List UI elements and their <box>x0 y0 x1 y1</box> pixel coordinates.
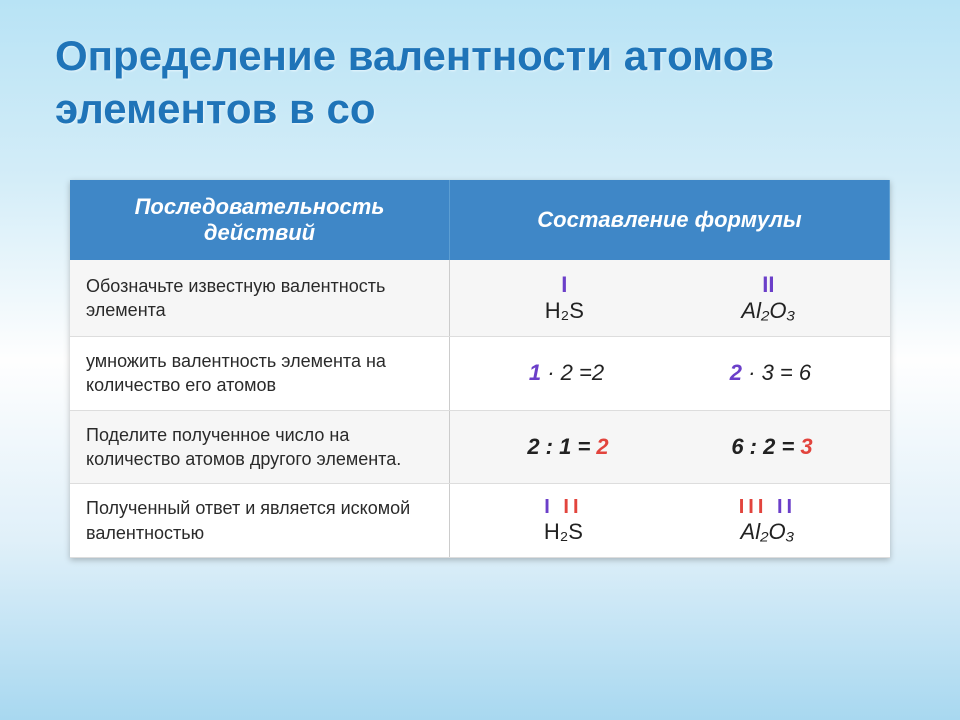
chem-formula: H₂S <box>545 298 584 323</box>
table-row: умножить валентность элемента на количес… <box>70 337 890 411</box>
step-formula: 2 : 1 = 2 6 : 2 = 3 <box>450 411 890 484</box>
valency-mark: I <box>544 496 554 518</box>
valency-mark: II <box>563 496 582 518</box>
table-row: Полученный ответ и является искомой вале… <box>70 484 890 558</box>
equation-part: 2 <box>730 360 742 385</box>
equation-result: 3 <box>800 434 812 459</box>
step-formula: I II H₂S III II Al₂O₃ <box>450 484 890 557</box>
table-header-row: Последовательность действий Составление … <box>70 180 890 260</box>
header-formula: Составление формулы <box>450 180 890 260</box>
step-label: Полученный ответ и является искомой вале… <box>70 484 450 557</box>
equation-result: 2 <box>596 434 608 459</box>
valency-mark: II <box>741 272 795 298</box>
step-label: Обозначьте известную валентность элемент… <box>70 260 450 336</box>
table-row: Обозначьте известную валентность элемент… <box>70 260 890 337</box>
valency-mark: II <box>777 496 796 518</box>
valency-mark: III <box>739 496 768 518</box>
page-title: Определение валентности атомов элементов… <box>0 0 960 145</box>
valency-table: Последовательность действий Составление … <box>70 180 890 558</box>
chem-formula: Al₂O₃ <box>741 298 795 323</box>
equation-part: 1 <box>529 360 541 385</box>
header-steps: Последовательность действий <box>70 180 450 260</box>
equation-part: 2 : 1 = <box>527 434 596 459</box>
equation-part: · 3 = 6 <box>742 360 811 385</box>
valency-mark: I <box>545 272 584 298</box>
equation-part: 6 : 2 = <box>731 434 800 459</box>
equation-part: · 2 =2 <box>541 360 604 385</box>
step-formula: I H₂S II Al₂O₃ <box>450 260 890 336</box>
step-label: Поделите полученное число на количество … <box>70 411 450 484</box>
step-label: умножить валентность элемента на количес… <box>70 337 450 410</box>
table-row: Поделите полученное число на количество … <box>70 411 890 485</box>
chem-formula: Al₂O₃ <box>741 519 795 545</box>
chem-formula: H₂S <box>544 519 583 545</box>
step-formula: 1 · 2 =2 2 · 3 = 6 <box>450 337 890 410</box>
